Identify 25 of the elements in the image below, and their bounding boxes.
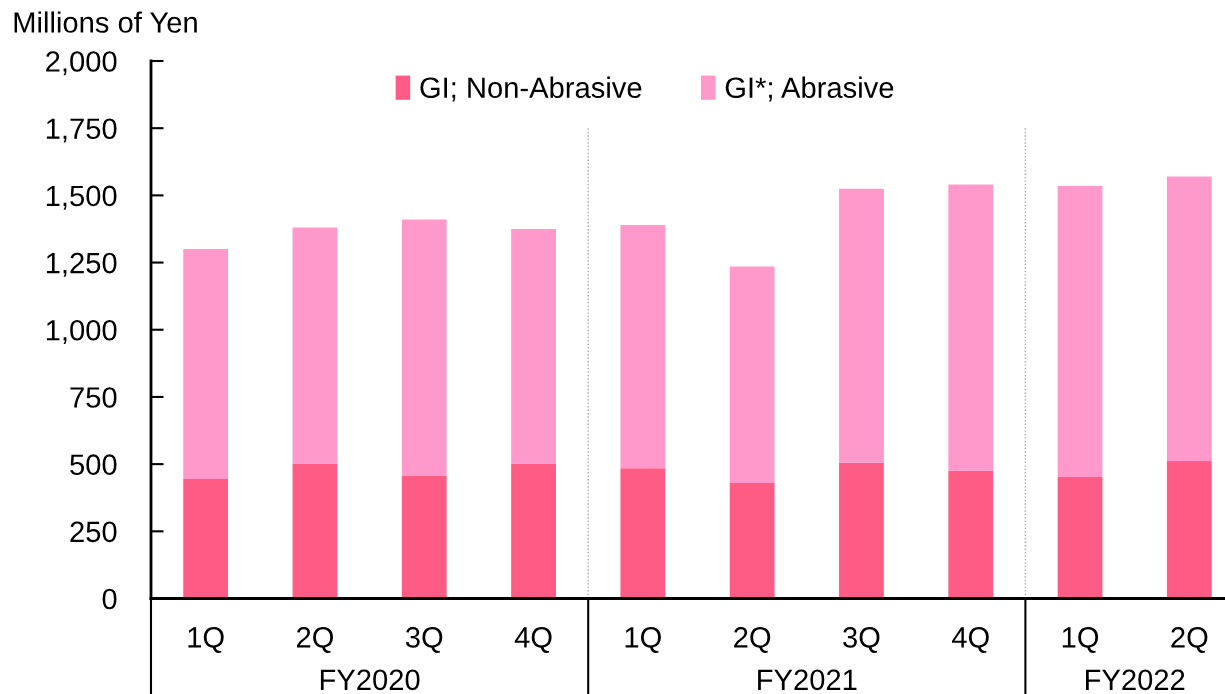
y-tick-label: 750 <box>70 387 117 408</box>
y-tick-label: 2,000 <box>46 51 117 76</box>
y-axis-title: Millions of Yen <box>14 11 197 33</box>
text: FY2022 <box>1086 669 1185 691</box>
text: FY2020 <box>320 669 420 691</box>
text: FY2021 <box>758 669 857 691</box>
x-tick-label: 2Q <box>296 627 334 653</box>
x-tick-label: 1Q <box>625 627 661 653</box>
x-tick-label: 3Q <box>843 627 880 653</box>
y-tick-label: 1,750 <box>46 118 117 143</box>
y-tick-label: 0 <box>102 588 117 610</box>
x-tick-label: 1Q <box>188 627 224 653</box>
x-tick-label: 4Q <box>951 627 989 653</box>
x-tick-label: 2Q <box>734 627 771 653</box>
legend-label: GI*; Abrasive <box>725 76 894 102</box>
x-tick-label: 1Q <box>1062 627 1099 653</box>
y-tick-label: 1,250 <box>46 252 117 277</box>
y-tick-label: 500 <box>70 454 117 475</box>
y-tick-label: 1,000 <box>46 319 117 345</box>
y-tick-label: 250 <box>70 521 117 543</box>
x-tick-label: 2Q <box>1171 627 1208 653</box>
legend-label: GI; Non-Abrasive <box>420 76 642 102</box>
y-tick-label: 1,500 <box>46 185 117 210</box>
x-tick-label: 4Q <box>514 627 552 653</box>
x-tick-label: 3Q <box>405 627 443 653</box>
